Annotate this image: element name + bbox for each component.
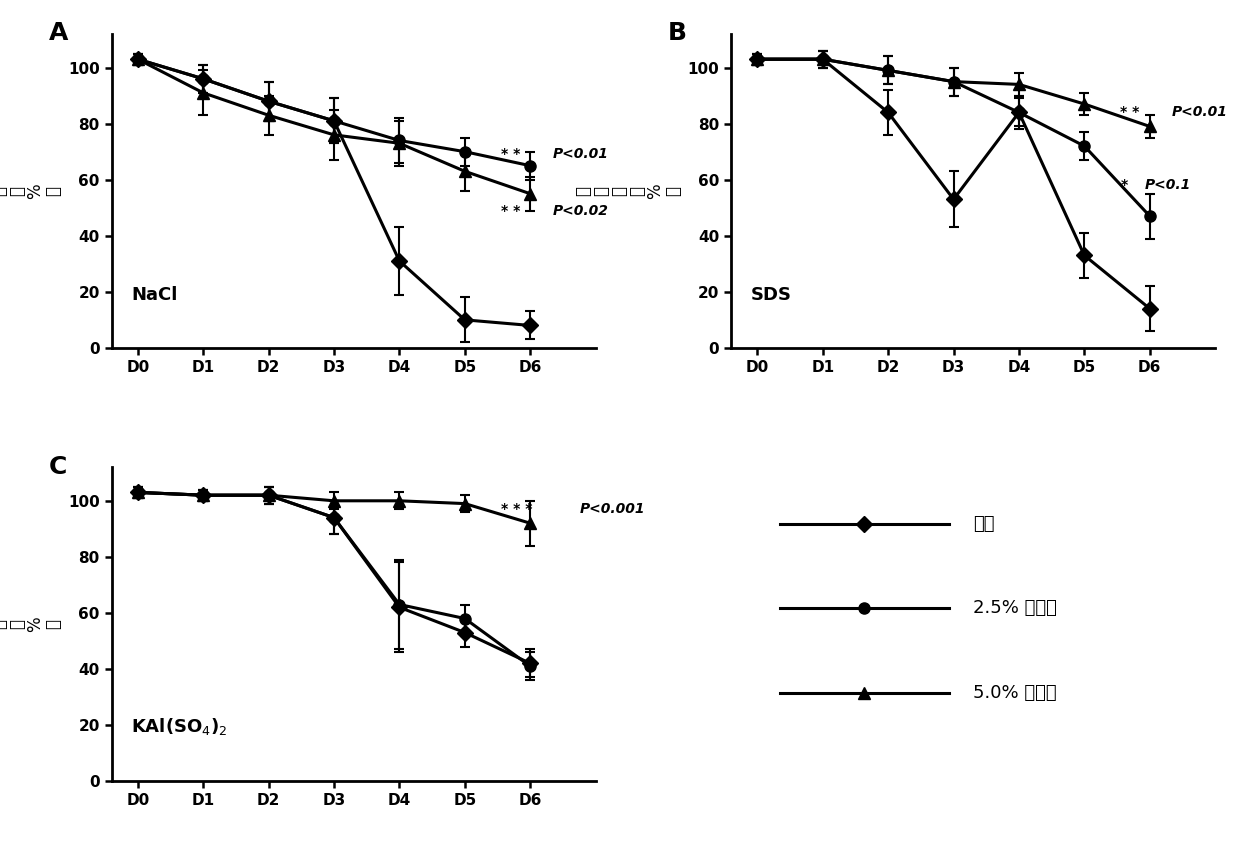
Text: B: B	[668, 21, 687, 45]
Text: * * *: * * *	[501, 503, 532, 516]
Text: 5.0% 雪兔子: 5.0% 雪兔子	[973, 684, 1056, 702]
Y-axis label: 生
存
率
（
%
）: 生 存 率 （ % ）	[0, 616, 62, 632]
Text: * *: * *	[1121, 105, 1140, 120]
Text: SDS: SDS	[750, 286, 791, 304]
Y-axis label: 生
存
率
（
%
）: 生 存 率 （ % ）	[0, 183, 62, 199]
Text: NaCl: NaCl	[131, 286, 177, 304]
Text: P<0.1: P<0.1	[1145, 178, 1190, 193]
Text: * *: * *	[501, 148, 520, 161]
Text: P<0.01: P<0.01	[553, 148, 609, 161]
Text: P<0.001: P<0.001	[580, 503, 646, 516]
Text: 2.5% 雪兔子: 2.5% 雪兔子	[973, 599, 1056, 617]
Text: 对照: 对照	[973, 514, 994, 532]
Text: P<0.02: P<0.02	[553, 204, 609, 217]
Text: A: A	[48, 21, 68, 45]
Text: * *: * *	[501, 204, 520, 217]
Text: *: *	[1121, 178, 1127, 193]
Text: KAl(SO$_4$)$_2$: KAl(SO$_4$)$_2$	[131, 717, 227, 737]
Text: P<0.01: P<0.01	[1172, 105, 1228, 120]
Y-axis label: 生
存
率
（
%
）: 生 存 率 （ % ）	[574, 183, 682, 199]
Text: C: C	[48, 454, 67, 479]
